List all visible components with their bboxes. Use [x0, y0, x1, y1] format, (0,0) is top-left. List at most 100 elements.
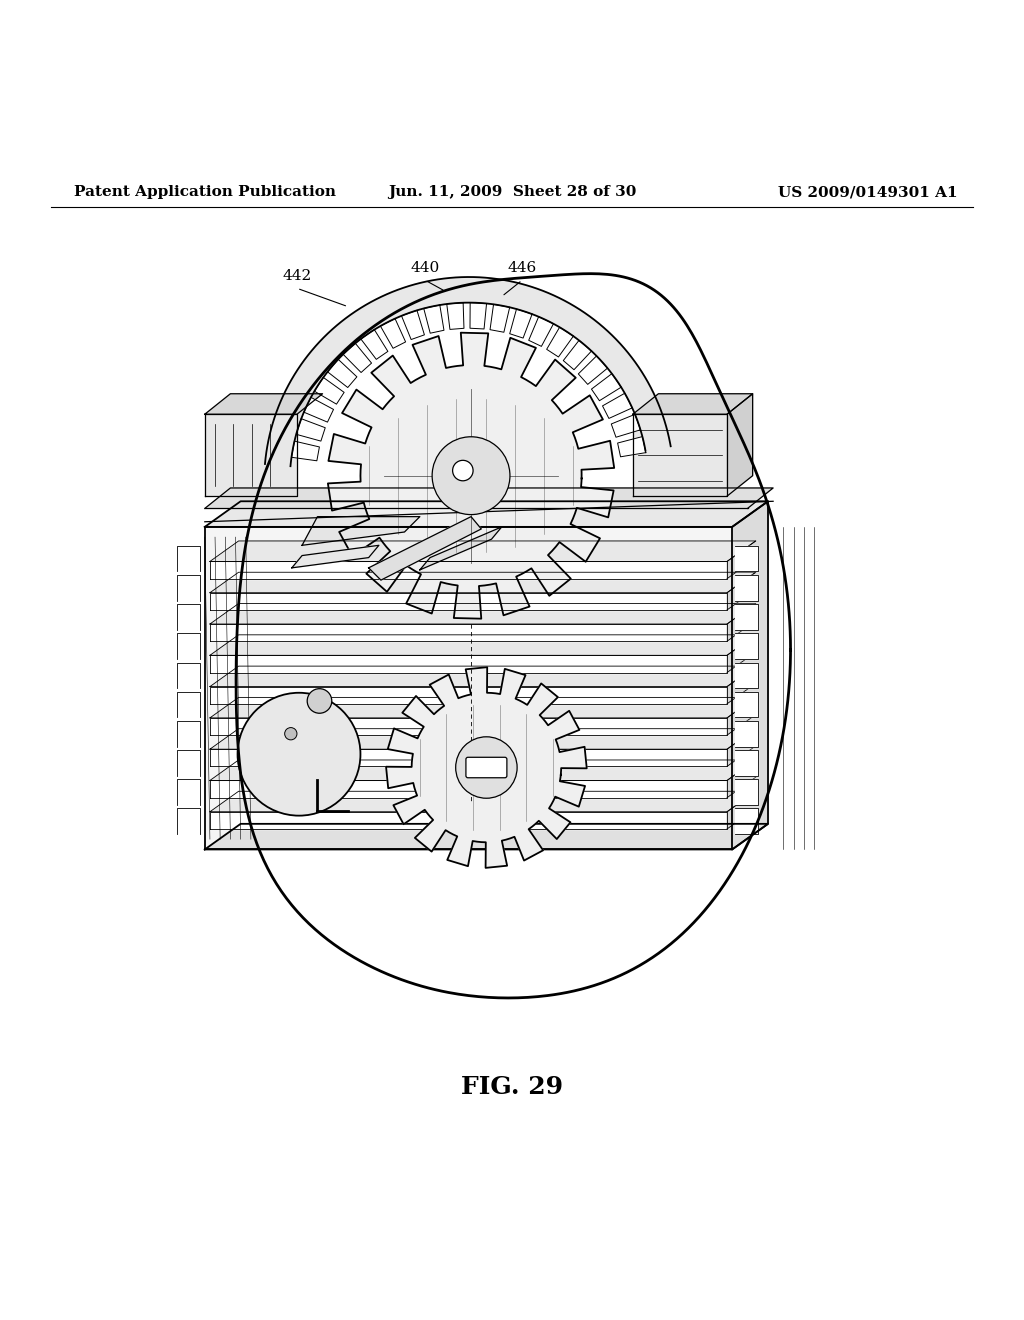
- Polygon shape: [210, 780, 727, 797]
- Polygon shape: [735, 546, 758, 572]
- Polygon shape: [470, 302, 486, 329]
- Polygon shape: [328, 359, 357, 388]
- Polygon shape: [446, 302, 464, 330]
- Polygon shape: [617, 437, 646, 457]
- Text: 446: 446: [444, 543, 473, 557]
- Polygon shape: [420, 527, 502, 570]
- Polygon shape: [592, 374, 622, 401]
- Text: 446: 446: [508, 261, 537, 275]
- Polygon shape: [210, 603, 756, 624]
- Circle shape: [432, 437, 510, 515]
- Polygon shape: [490, 305, 510, 333]
- Text: 442: 442: [283, 269, 311, 282]
- Polygon shape: [210, 750, 727, 767]
- Polygon shape: [735, 808, 758, 834]
- Polygon shape: [210, 573, 756, 593]
- Polygon shape: [177, 576, 200, 601]
- Polygon shape: [633, 393, 753, 414]
- Polygon shape: [602, 393, 632, 418]
- Polygon shape: [380, 318, 406, 348]
- FancyBboxPatch shape: [466, 758, 507, 777]
- Polygon shape: [735, 750, 758, 776]
- Polygon shape: [177, 663, 200, 688]
- Polygon shape: [292, 545, 379, 568]
- Polygon shape: [210, 686, 727, 704]
- Polygon shape: [735, 721, 758, 747]
- Polygon shape: [735, 692, 758, 717]
- Polygon shape: [727, 791, 756, 829]
- Text: 440: 440: [411, 261, 439, 275]
- Polygon shape: [727, 667, 756, 704]
- Polygon shape: [727, 760, 756, 797]
- Polygon shape: [205, 502, 768, 527]
- Polygon shape: [205, 393, 323, 414]
- Polygon shape: [727, 697, 756, 735]
- Polygon shape: [177, 546, 200, 572]
- Polygon shape: [210, 624, 727, 642]
- Circle shape: [456, 737, 517, 799]
- Polygon shape: [177, 721, 200, 747]
- Polygon shape: [727, 393, 753, 496]
- Text: 444: 444: [547, 702, 575, 717]
- Polygon shape: [205, 527, 732, 850]
- Polygon shape: [210, 561, 727, 578]
- Polygon shape: [401, 310, 424, 339]
- Polygon shape: [210, 593, 727, 610]
- Polygon shape: [210, 729, 756, 750]
- Polygon shape: [292, 441, 319, 461]
- Polygon shape: [177, 692, 200, 717]
- Polygon shape: [727, 729, 756, 767]
- Polygon shape: [177, 808, 200, 834]
- Polygon shape: [727, 541, 756, 578]
- Polygon shape: [633, 414, 727, 496]
- Circle shape: [238, 693, 360, 816]
- Polygon shape: [369, 516, 481, 579]
- Polygon shape: [424, 305, 444, 333]
- Polygon shape: [732, 502, 768, 850]
- Polygon shape: [210, 812, 727, 829]
- Polygon shape: [328, 333, 614, 619]
- Polygon shape: [735, 663, 758, 688]
- Circle shape: [307, 689, 332, 713]
- Polygon shape: [528, 317, 553, 346]
- Text: Patent Application Publication: Patent Application Publication: [74, 185, 336, 199]
- Polygon shape: [205, 414, 297, 496]
- Polygon shape: [302, 516, 420, 545]
- Polygon shape: [735, 779, 758, 805]
- Polygon shape: [210, 541, 756, 561]
- Polygon shape: [241, 502, 768, 824]
- Polygon shape: [210, 655, 727, 672]
- Polygon shape: [735, 605, 758, 630]
- Polygon shape: [547, 327, 573, 356]
- Polygon shape: [210, 718, 727, 735]
- Polygon shape: [177, 750, 200, 776]
- Polygon shape: [177, 634, 200, 659]
- Polygon shape: [386, 667, 587, 867]
- Polygon shape: [735, 634, 758, 659]
- Polygon shape: [177, 605, 200, 630]
- Polygon shape: [177, 779, 200, 805]
- Polygon shape: [735, 576, 758, 601]
- Polygon shape: [727, 573, 756, 610]
- Polygon shape: [611, 414, 640, 437]
- Polygon shape: [237, 273, 791, 998]
- Polygon shape: [296, 418, 326, 441]
- Polygon shape: [210, 791, 756, 812]
- Polygon shape: [210, 697, 756, 718]
- Circle shape: [453, 461, 473, 480]
- Polygon shape: [727, 603, 756, 642]
- Polygon shape: [265, 277, 671, 466]
- Text: US 2009/0149301 A1: US 2009/0149301 A1: [778, 185, 957, 199]
- Polygon shape: [563, 341, 592, 370]
- Text: Jun. 11, 2009  Sheet 28 of 30: Jun. 11, 2009 Sheet 28 of 30: [388, 185, 636, 199]
- Polygon shape: [360, 330, 388, 359]
- Polygon shape: [314, 378, 344, 404]
- Text: FIG. 29: FIG. 29: [461, 1074, 563, 1100]
- Polygon shape: [205, 488, 773, 508]
- Polygon shape: [510, 309, 532, 338]
- Polygon shape: [210, 760, 756, 780]
- Text: 426: 426: [240, 581, 268, 595]
- Polygon shape: [210, 667, 756, 686]
- Polygon shape: [343, 343, 372, 372]
- Polygon shape: [727, 635, 756, 672]
